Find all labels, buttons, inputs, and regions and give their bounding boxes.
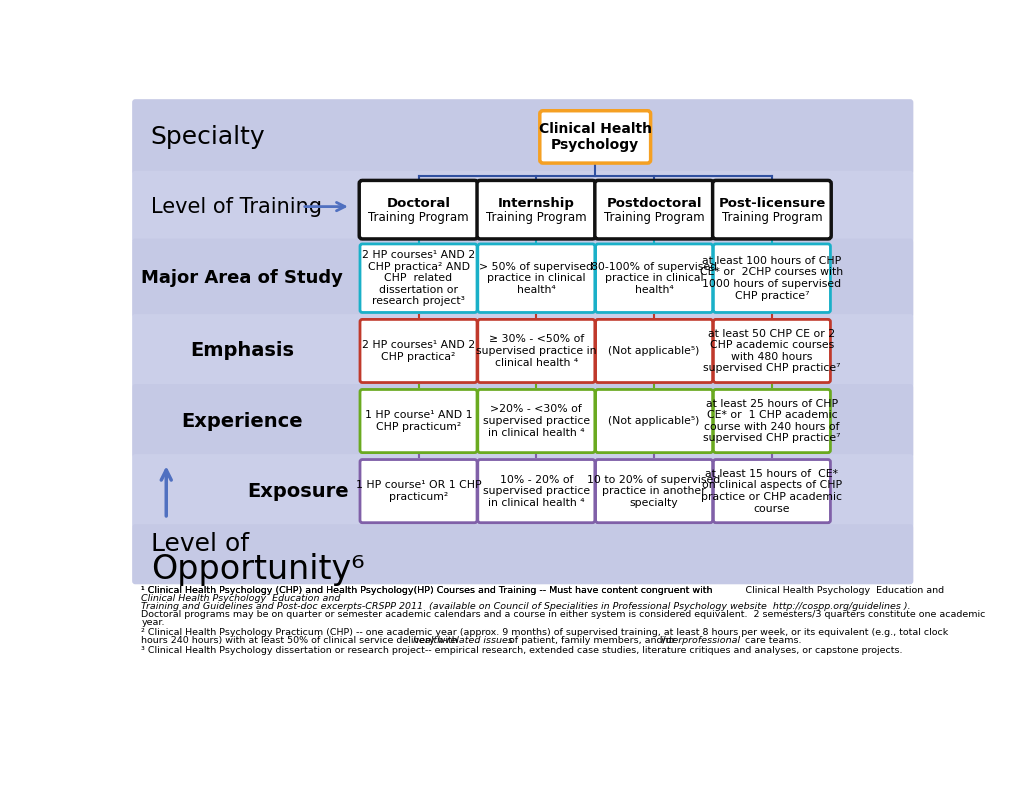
Text: health-related issues: health-related issues bbox=[413, 636, 513, 645]
Text: Training Program: Training Program bbox=[485, 211, 586, 224]
Text: Internship: Internship bbox=[497, 197, 574, 210]
Text: ≥ 30% - <50% of
supervised practice in
clinical health ⁴: ≥ 30% - <50% of supervised practice in c… bbox=[476, 334, 596, 367]
FancyBboxPatch shape bbox=[595, 319, 712, 382]
Text: Clinical Health
Psychology: Clinical Health Psychology bbox=[538, 122, 651, 152]
Text: Level of Training: Level of Training bbox=[151, 196, 321, 217]
Text: Opportunity⁶: Opportunity⁶ bbox=[151, 553, 364, 586]
Text: 10% - 20% of
supervised practice
in clinical health ⁴: 10% - 20% of supervised practice in clin… bbox=[482, 474, 589, 507]
Text: Training Program: Training Program bbox=[368, 211, 469, 224]
Text: hours 240 hours) with at least 50% of clinical service delivery with: hours 240 hours) with at least 50% of cl… bbox=[142, 636, 461, 645]
Text: Clinical Health Psychology  Education and: Clinical Health Psychology Education and bbox=[142, 594, 340, 603]
Text: interprofessional: interprofessional bbox=[660, 636, 740, 645]
Text: Exposure: Exposure bbox=[247, 481, 348, 500]
Text: ¹ Clinical Health Psychology (CHP) and Health Psychology(HP) Courses and Trainin: ¹ Clinical Health Psychology (CHP) and H… bbox=[142, 585, 944, 595]
FancyBboxPatch shape bbox=[477, 180, 595, 239]
FancyBboxPatch shape bbox=[132, 171, 912, 243]
Text: of patient, family members, and/or: of patient, family members, and/or bbox=[505, 636, 678, 645]
Text: Postdoctoral: Postdoctoral bbox=[605, 197, 701, 210]
FancyBboxPatch shape bbox=[595, 244, 712, 313]
Text: at least 15 hours of  CE*
on clinical aspects of CHP
practice or CHP academic
co: at least 15 hours of CE* on clinical asp… bbox=[701, 469, 842, 514]
Text: care teams.: care teams. bbox=[742, 636, 801, 645]
FancyBboxPatch shape bbox=[132, 524, 912, 584]
FancyBboxPatch shape bbox=[712, 319, 829, 382]
FancyBboxPatch shape bbox=[595, 389, 712, 452]
Text: >20% - <30% of
supervised practice
in clinical health ⁴: >20% - <30% of supervised practice in cl… bbox=[482, 404, 589, 437]
Text: > 50% of supervised
practice in clinical
health⁴: > 50% of supervised practice in clinical… bbox=[479, 262, 593, 295]
Text: 80-100% of supervised
practice in clinical
health⁴: 80-100% of supervised practice in clinic… bbox=[590, 262, 716, 295]
FancyBboxPatch shape bbox=[712, 389, 829, 452]
FancyBboxPatch shape bbox=[477, 319, 594, 382]
FancyBboxPatch shape bbox=[712, 180, 830, 239]
FancyBboxPatch shape bbox=[594, 180, 712, 239]
FancyBboxPatch shape bbox=[360, 459, 477, 522]
FancyBboxPatch shape bbox=[360, 244, 477, 313]
Text: 2 HP courses¹ AND 2
CHP practica²: 2 HP courses¹ AND 2 CHP practica² bbox=[362, 340, 475, 362]
Text: Training and Guidelines and Post-doc excerpts-CRSPP 2011  (available on Council : Training and Guidelines and Post-doc exc… bbox=[142, 602, 910, 611]
Text: Emphasis: Emphasis bbox=[190, 341, 293, 360]
Text: (Not applicable⁵): (Not applicable⁵) bbox=[607, 416, 699, 426]
Text: ² Clinical Health Psychology Practicum (CHP) -- one academic year (approx. 9 mon: ² Clinical Health Psychology Practicum (… bbox=[142, 628, 948, 637]
Text: 1 HP course¹ OR 1 CHP
practicum²: 1 HP course¹ OR 1 CHP practicum² bbox=[356, 481, 481, 502]
Text: at least 100 hours of CHP
CE* or  2CHP courses with
1000 hours of supervised
CHP: at least 100 hours of CHP CE* or 2CHP co… bbox=[700, 256, 843, 300]
FancyBboxPatch shape bbox=[132, 239, 912, 318]
FancyBboxPatch shape bbox=[477, 244, 594, 313]
Text: year.: year. bbox=[142, 618, 165, 627]
Text: Doctoral programs may be on quarter or semester academic calendars and a course : Doctoral programs may be on quarter or s… bbox=[142, 610, 984, 619]
FancyBboxPatch shape bbox=[712, 244, 829, 313]
Text: at least 50 CHP CE or 2
CHP academic courses
with 480 hours
supervised CHP pract: at least 50 CHP CE or 2 CHP academic cou… bbox=[702, 329, 840, 374]
FancyBboxPatch shape bbox=[360, 319, 477, 382]
Text: Doctoral: Doctoral bbox=[386, 197, 450, 210]
Text: at least 25 hours of CHP
CE* or  1 CHP academic
course with 240 hours of
supervi: at least 25 hours of CHP CE* or 1 CHP ac… bbox=[702, 399, 840, 444]
Text: Post-licensure: Post-licensure bbox=[717, 197, 824, 210]
FancyBboxPatch shape bbox=[712, 459, 829, 522]
Text: ³ Clinical Health Psychology dissertation or research project-- empirical resear: ³ Clinical Health Psychology dissertatio… bbox=[142, 645, 902, 655]
Text: Training Program: Training Program bbox=[720, 211, 821, 224]
FancyBboxPatch shape bbox=[595, 459, 712, 522]
Text: 1 HP course¹ AND 1
CHP practicum²: 1 HP course¹ AND 1 CHP practicum² bbox=[365, 411, 472, 432]
Text: Experience: Experience bbox=[181, 411, 303, 430]
FancyBboxPatch shape bbox=[477, 389, 594, 452]
FancyBboxPatch shape bbox=[477, 459, 594, 522]
FancyBboxPatch shape bbox=[132, 454, 912, 528]
Text: ¹ Clinical Health Psychology (CHP) and Health Psychology(HP) Courses and Trainin: ¹ Clinical Health Psychology (CHP) and H… bbox=[142, 585, 715, 595]
FancyBboxPatch shape bbox=[359, 180, 477, 239]
Text: Training Program: Training Program bbox=[603, 211, 704, 224]
FancyBboxPatch shape bbox=[360, 389, 477, 452]
FancyBboxPatch shape bbox=[132, 314, 912, 388]
Text: (Not applicable⁵): (Not applicable⁵) bbox=[607, 346, 699, 356]
Text: Specialty: Specialty bbox=[151, 125, 265, 149]
FancyBboxPatch shape bbox=[132, 99, 912, 175]
Text: Major Area of Study: Major Area of Study bbox=[141, 269, 342, 287]
FancyBboxPatch shape bbox=[132, 384, 912, 458]
Text: Level of: Level of bbox=[151, 532, 249, 556]
Text: 10 to 20% of supervised
practice in another
specialty: 10 to 20% of supervised practice in anot… bbox=[587, 474, 720, 507]
Text: 2 HP courses¹ AND 2
CHP practica² AND
CHP  related
dissertation or
research proj: 2 HP courses¹ AND 2 CHP practica² AND CH… bbox=[362, 250, 475, 307]
FancyBboxPatch shape bbox=[539, 111, 650, 163]
